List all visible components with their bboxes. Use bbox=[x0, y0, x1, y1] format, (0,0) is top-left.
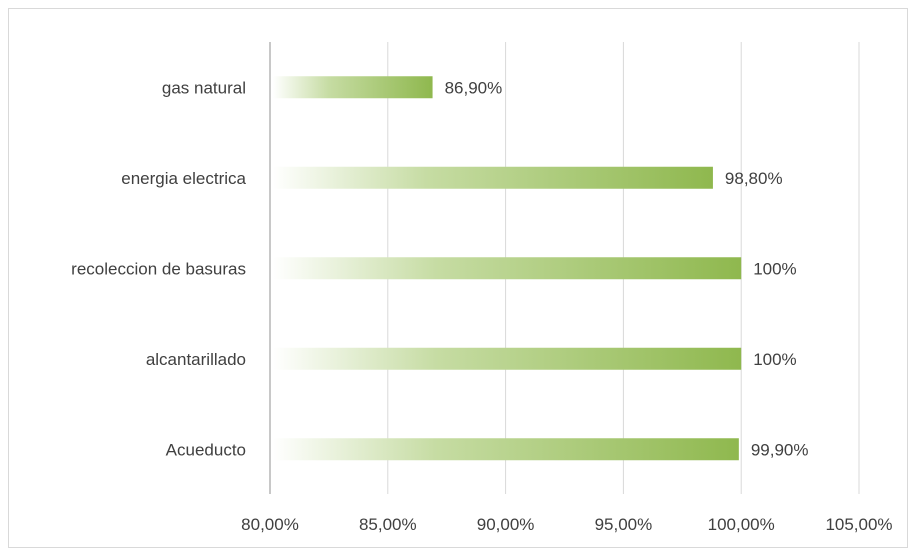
category-labels: gas natural energia electrica recoleccion … bbox=[71, 78, 246, 459]
x-tick-label: 105,00% bbox=[825, 515, 892, 534]
x-tick-labels: 80,00% 85,00% 90,00% 95,00% 100,00% 105,00% bbox=[241, 515, 892, 534]
bars bbox=[273, 76, 742, 461]
x-tick-label: 95,00% bbox=[595, 515, 653, 534]
x-tick-label: 80,00% bbox=[241, 515, 299, 534]
bar bbox=[273, 347, 742, 370]
category-label: gas natural bbox=[162, 78, 246, 97]
x-tick-label: 100,00% bbox=[708, 515, 775, 534]
bar bbox=[273, 76, 433, 99]
x-tick-label: 90,00% bbox=[477, 515, 535, 534]
category-label: recoleccion de basuras bbox=[71, 259, 246, 278]
bar bbox=[273, 257, 742, 280]
category-label: energia electrica bbox=[121, 169, 246, 188]
x-tick-label: 85,00% bbox=[359, 515, 417, 534]
bar bbox=[273, 438, 739, 461]
data-label: 100% bbox=[753, 350, 796, 369]
bar bbox=[273, 166, 713, 189]
category-label: alcantarillado bbox=[146, 350, 246, 369]
data-labels: 86,90% 98,80% 100% 100% 99,90% bbox=[445, 78, 809, 459]
data-label: 100% bbox=[753, 259, 796, 278]
data-label: 98,80% bbox=[725, 169, 783, 188]
category-label: Acueducto bbox=[166, 440, 246, 459]
data-label: 99,90% bbox=[751, 440, 809, 459]
data-label: 86,90% bbox=[445, 78, 503, 97]
